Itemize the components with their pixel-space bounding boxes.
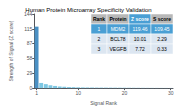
svg-text:Protein: Protein xyxy=(109,16,126,22)
svg-text:2.29: 2.29 xyxy=(157,36,167,42)
svg-text:1: 1 xyxy=(98,26,101,32)
svg-text:58: 58 xyxy=(27,55,33,61)
svg-text:Strength of Signal (Z score): Strength of Signal (Z score) xyxy=(8,20,14,81)
svg-text:1: 1 xyxy=(35,90,38,96)
svg-text:S score: S score xyxy=(153,16,171,22)
svg-text:Signal Rank: Signal Rank xyxy=(90,100,117,106)
svg-text:30: 30 xyxy=(168,90,174,96)
svg-text:2: 2 xyxy=(98,36,101,42)
svg-text:119.46: 119.46 xyxy=(133,26,148,32)
svg-text:Human Protein Microarray Speci: Human Protein Microarray Specificity Val… xyxy=(25,7,151,13)
svg-text:10.01: 10.01 xyxy=(134,36,147,42)
svg-text:0.33: 0.33 xyxy=(157,46,167,52)
svg-text:10: 10 xyxy=(75,90,81,96)
svg-text:144: 144 xyxy=(23,11,33,17)
svg-text:87: 87 xyxy=(27,40,33,46)
svg-text:29: 29 xyxy=(27,70,33,76)
svg-text:VEGFB: VEGFB xyxy=(110,46,128,52)
svg-text:Rank: Rank xyxy=(93,16,105,22)
svg-text:115: 115 xyxy=(24,26,32,32)
svg-text:BCL78: BCL78 xyxy=(110,36,126,42)
svg-text:7.72: 7.72 xyxy=(135,46,145,52)
svg-text:3: 3 xyxy=(98,46,101,52)
svg-text:MDM2: MDM2 xyxy=(111,26,126,32)
svg-text:20: 20 xyxy=(122,90,128,96)
svg-text:0: 0 xyxy=(29,85,32,91)
svg-text:109.45: 109.45 xyxy=(154,26,170,32)
svg-text:Z score: Z score xyxy=(131,16,149,22)
